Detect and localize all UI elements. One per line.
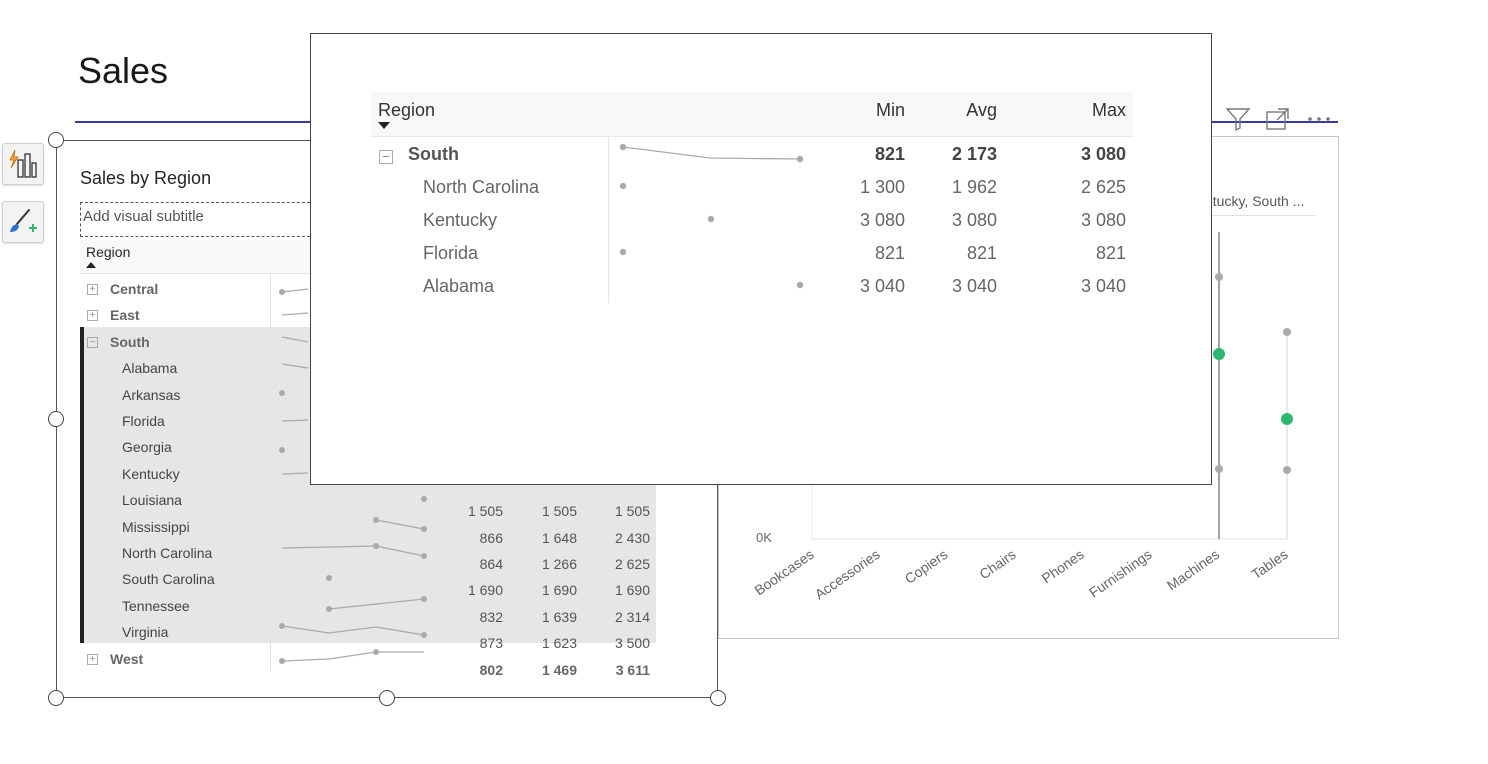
machines-max-point bbox=[1215, 273, 1223, 281]
tooltip-cell-max: 2 625 bbox=[1080, 177, 1126, 197]
tooltip-cell-avg: 3 040 bbox=[951, 276, 997, 296]
expand-icon[interactable]: + bbox=[87, 310, 98, 321]
cell-avg: 1 690 bbox=[541, 582, 577, 598]
format-visual-button[interactable] bbox=[2, 201, 44, 243]
cell-avg: 1 623 bbox=[541, 635, 577, 651]
cell-max: 3 500 bbox=[614, 635, 650, 651]
tooltip-max-header: Max bbox=[1091, 100, 1126, 120]
cell-max: 2 625 bbox=[614, 556, 650, 572]
region-column-header[interactable]: Region bbox=[86, 244, 131, 260]
tables-avg-point bbox=[1281, 413, 1293, 425]
cell-min: 1 690 bbox=[467, 582, 503, 598]
cell-max: 3 611 bbox=[615, 662, 650, 678]
row-label[interactable]: South bbox=[110, 334, 150, 350]
tooltip-divider bbox=[608, 137, 609, 303]
tooltip-cell-avg: 1 962 bbox=[951, 177, 997, 197]
row-label[interactable]: Mississippi bbox=[122, 519, 190, 535]
cell-min: 802 bbox=[479, 662, 503, 678]
bar-chart-lightning-icon bbox=[9, 149, 37, 178]
page-title: Sales bbox=[78, 50, 169, 91]
cell-avg: 1 505 bbox=[541, 503, 577, 519]
machines-avg-point bbox=[1213, 348, 1225, 360]
row-label[interactable]: Florida bbox=[122, 413, 165, 429]
tables-max-point bbox=[1283, 328, 1291, 336]
matrix-sparklines bbox=[279, 288, 427, 664]
tooltip-cell-max: 821 bbox=[1095, 243, 1126, 263]
tooltip-sparklines bbox=[619, 143, 804, 289]
cell-avg: 1 639 bbox=[541, 609, 577, 625]
row-label[interactable]: Alabama bbox=[122, 360, 178, 376]
row-label[interactable]: Tennessee bbox=[122, 598, 190, 614]
row-label[interactable]: North Carolina bbox=[122, 545, 213, 561]
tooltip-cell-min: 3 040 bbox=[859, 276, 905, 296]
tooltip-cell-max: 3 080 bbox=[1080, 144, 1126, 164]
tooltip-row-label: South bbox=[408, 144, 459, 164]
tooltip-cell-min: 3 080 bbox=[859, 210, 905, 230]
sort-descending-icon bbox=[378, 122, 390, 129]
collapse-icon[interactable]: − bbox=[87, 337, 98, 348]
y-axis-tick: 0K bbox=[756, 530, 772, 545]
machines-min-point bbox=[1215, 465, 1223, 473]
expand-icon[interactable]: + bbox=[87, 654, 98, 665]
cell-max: 2 430 bbox=[614, 530, 650, 546]
visual-title: Sales by Region bbox=[80, 168, 212, 188]
cell-avg: 1 648 bbox=[541, 530, 577, 546]
cell-max: 1 505 bbox=[614, 503, 650, 519]
tooltip-cell-min: 821 bbox=[874, 144, 905, 164]
tooltip-cell-max: 3 080 bbox=[1080, 210, 1126, 230]
tooltip-min-header: Min bbox=[875, 100, 905, 120]
tooltip-avg-header: Avg bbox=[966, 100, 997, 120]
focus-mode-icon[interactable] bbox=[1265, 106, 1291, 132]
resize-handle-middle-left[interactable] bbox=[48, 411, 64, 427]
tooltip-header bbox=[371, 92, 1133, 137]
tooltip-cell-avg: 3 080 bbox=[951, 210, 997, 230]
tooltip-row-label: Kentucky bbox=[423, 210, 498, 230]
filter-icon[interactable] bbox=[1225, 106, 1251, 132]
tooltip-cell-avg: 2 173 bbox=[951, 144, 997, 164]
row-label[interactable]: Virginia bbox=[122, 624, 169, 640]
row-label[interactable]: West bbox=[110, 651, 144, 667]
collapse-icon: − bbox=[379, 150, 393, 164]
expand-icon[interactable]: + bbox=[87, 284, 98, 295]
row-label[interactable]: Louisiana bbox=[122, 492, 182, 508]
sort-ascending-icon[interactable] bbox=[86, 262, 96, 268]
cell-min: 866 bbox=[479, 530, 503, 546]
row-label[interactable]: Kentucky bbox=[122, 466, 180, 482]
resize-handle-top-left[interactable] bbox=[48, 132, 64, 148]
quick-insights-button[interactable] bbox=[2, 143, 44, 185]
cell-avg: 1 469 bbox=[541, 662, 577, 678]
more-options-icon[interactable] bbox=[1306, 106, 1332, 132]
cell-min: 1 505 bbox=[467, 503, 503, 519]
tooltip-cell-min: 1 300 bbox=[859, 177, 905, 197]
paintbrush-plus-icon bbox=[10, 209, 37, 232]
tables-min-point bbox=[1283, 466, 1291, 474]
row-label[interactable]: Central bbox=[110, 281, 159, 297]
cell-max: 2 314 bbox=[614, 609, 650, 625]
tooltip-cell-avg: 821 bbox=[966, 243, 997, 263]
chart-filter-text: ntucky, South ... bbox=[1205, 193, 1305, 209]
tooltip-row-label: Alabama bbox=[423, 276, 495, 296]
tooltip-region-header: Region bbox=[378, 100, 436, 120]
tooltip-row-label: Florida bbox=[423, 243, 479, 263]
row-label[interactable]: Arkansas bbox=[122, 387, 181, 403]
cell-min: 864 bbox=[479, 556, 503, 572]
resize-handle-bottom-middle[interactable] bbox=[379, 690, 395, 706]
chart-filter-underline bbox=[1205, 215, 1315, 216]
cell-max: 1 690 bbox=[614, 582, 650, 598]
south-selection-bar bbox=[80, 327, 84, 643]
tooltip-row-label: North Carolina bbox=[423, 177, 540, 197]
subtitle-placeholder[interactable]: Add visual subtitle bbox=[80, 202, 320, 237]
resize-handle-bottom-right[interactable] bbox=[710, 690, 726, 706]
cell-avg: 1 266 bbox=[541, 556, 577, 572]
resize-handle-bottom-left[interactable] bbox=[48, 690, 64, 706]
row-label[interactable]: South Carolina bbox=[122, 571, 215, 587]
row-label[interactable]: East bbox=[110, 307, 140, 323]
tooltip-cell-max: 3 040 bbox=[1080, 276, 1126, 296]
tooltip-cell-min: 821 bbox=[874, 243, 905, 263]
cell-min: 832 bbox=[479, 609, 503, 625]
row-label[interactable]: Georgia bbox=[122, 439, 172, 455]
cell-min: 873 bbox=[479, 635, 503, 651]
matrix-divider bbox=[270, 275, 271, 671]
